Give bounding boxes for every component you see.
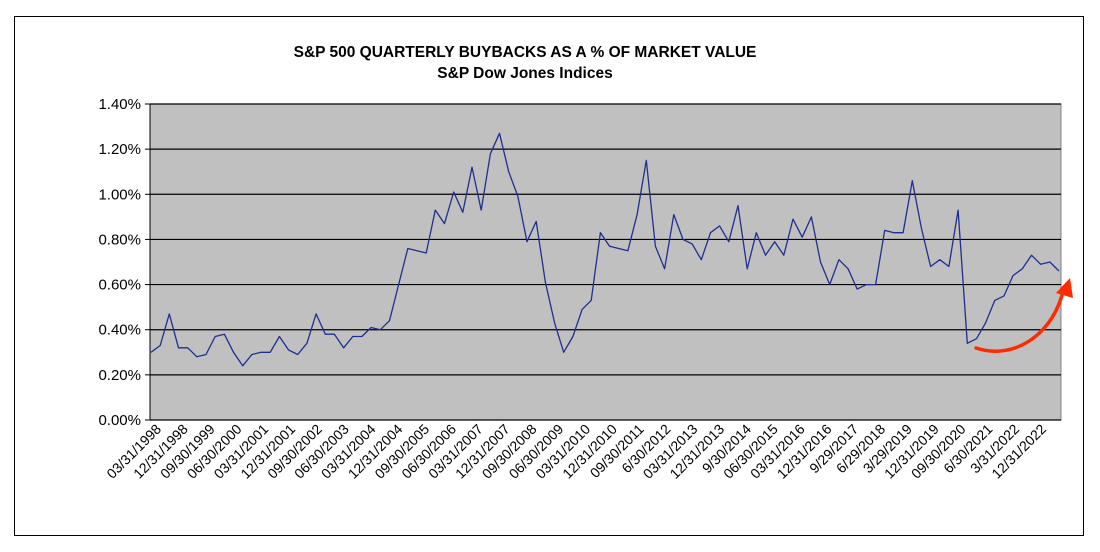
y-axis: 0.00% 0.20% 0.40% 0.60% 0.80% 1.00% 1.20% 1.40%	[98, 96, 151, 429]
x-axis: 03/31/199812/31/199809/30/199906/30/2000…	[103, 421, 1049, 482]
annotation-arrow-head	[1056, 278, 1073, 298]
y-tick-label: 0.80%	[98, 231, 141, 248]
y-tick-label: 0.60%	[98, 277, 141, 294]
y-tick-label: 1.20%	[98, 141, 141, 158]
plot-area	[149, 103, 1062, 421]
chart-title: S&P 500 QUARTERLY BUYBACKS AS A % OF MAR…	[294, 44, 757, 61]
chart-subtitle: S&P Dow Jones Indices	[437, 65, 612, 82]
y-tick-label: 1.00%	[98, 186, 141, 203]
chart-frame: S&P 500 QUARTERLY BUYBACKS AS A % OF MAR…	[14, 16, 1084, 536]
y-tick-label: 0.20%	[98, 367, 141, 384]
line-chart: S&P 500 QUARTERLY BUYBACKS AS A % OF MAR…	[98, 44, 1073, 482]
annotation-arrow-curve	[974, 285, 1066, 353]
series-layer	[150, 132, 1060, 367]
series-line	[150, 132, 1060, 367]
y-tick-label: 0.40%	[98, 322, 141, 339]
y-tick-label: 0.00%	[98, 412, 141, 429]
y-tick-label: 1.40%	[98, 96, 141, 113]
annotation-layer	[974, 278, 1073, 353]
